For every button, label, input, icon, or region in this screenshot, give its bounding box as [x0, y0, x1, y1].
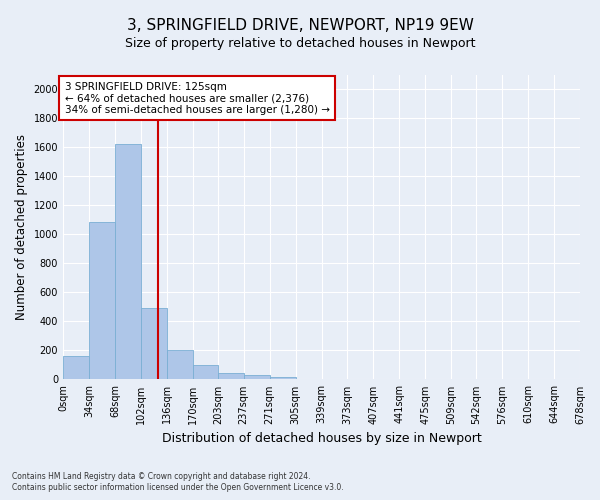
Bar: [244, 376, 269, 380]
Bar: [269, 377, 296, 380]
Text: Size of property relative to detached houses in Newport: Size of property relative to detached ho…: [125, 38, 475, 51]
Text: Contains HM Land Registry data © Crown copyright and database right 2024.: Contains HM Land Registry data © Crown c…: [12, 472, 311, 481]
Bar: [141, 308, 167, 380]
Text: 3, SPRINGFIELD DRIVE, NEWPORT, NP19 9EW: 3, SPRINGFIELD DRIVE, NEWPORT, NP19 9EW: [127, 18, 473, 32]
Bar: [63, 356, 89, 380]
Bar: [89, 222, 115, 380]
Bar: [115, 144, 141, 380]
Text: Contains public sector information licensed under the Open Government Licence v3: Contains public sector information licen…: [12, 483, 344, 492]
Bar: [167, 350, 193, 380]
X-axis label: Distribution of detached houses by size in Newport: Distribution of detached houses by size …: [161, 432, 481, 445]
Bar: [193, 365, 218, 380]
Bar: [218, 374, 244, 380]
Text: 3 SPRINGFIELD DRIVE: 125sqm
← 64% of detached houses are smaller (2,376)
34% of : 3 SPRINGFIELD DRIVE: 125sqm ← 64% of det…: [65, 82, 329, 114]
Y-axis label: Number of detached properties: Number of detached properties: [15, 134, 28, 320]
